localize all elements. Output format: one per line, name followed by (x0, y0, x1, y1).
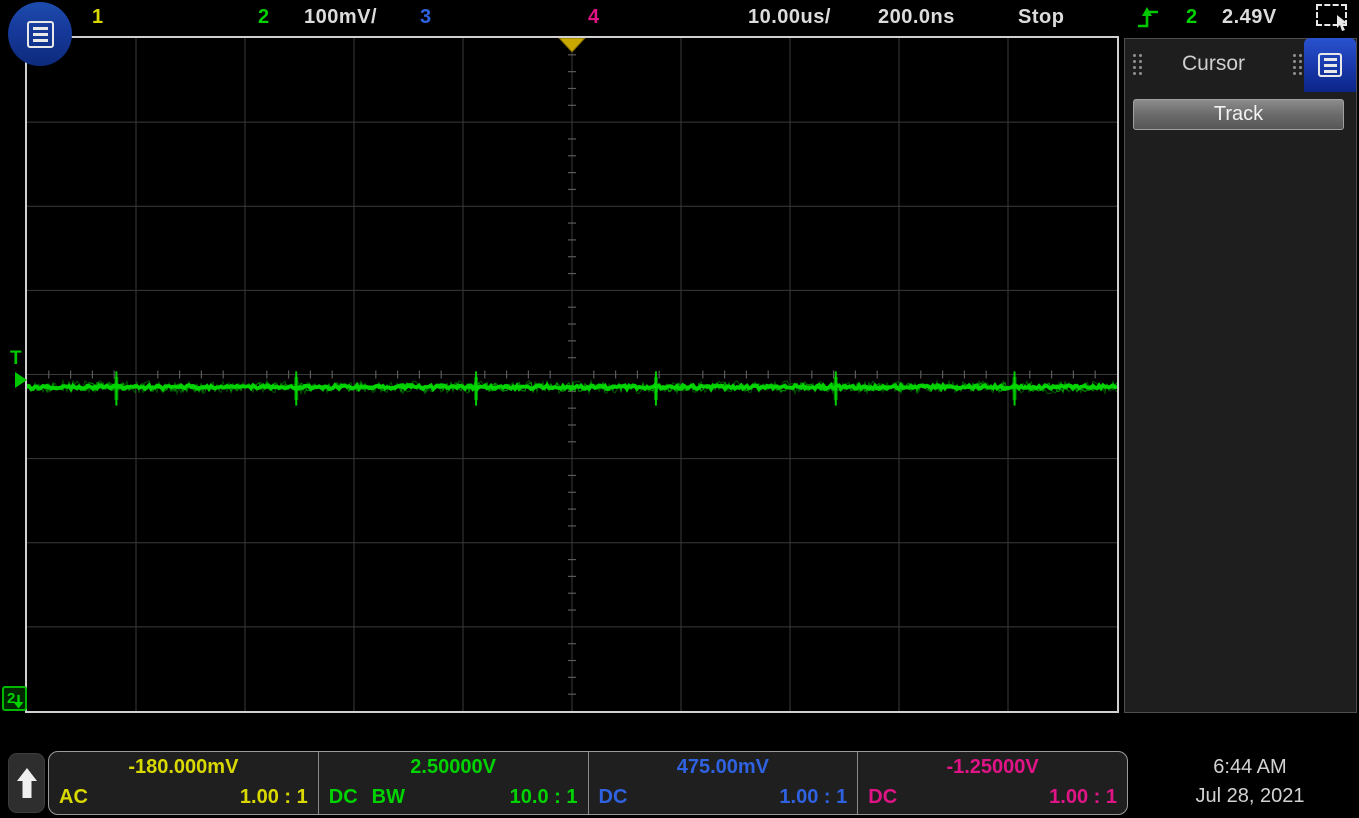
cursor-track-button[interactable]: Track (1133, 99, 1344, 130)
cursor-panel-header: Cursor (1125, 38, 1356, 92)
ground-marker-channel-number: 2 (7, 690, 16, 707)
channel-1-coupling: AC (59, 786, 88, 808)
main-menu-button[interactable] (8, 2, 72, 66)
channel-2-offset: 2.50000V (410, 756, 496, 778)
channel-2-ground-marker[interactable]: 2 (2, 686, 27, 711)
trigger-slope-rising-edge-icon[interactable] (1136, 4, 1160, 38)
channel-1-offset: -180.000mV (128, 756, 239, 778)
trigger-level-value[interactable]: 2.49V (1222, 6, 1277, 28)
top-status-bar: 1 2 100mV/ 3 4 10.00us/ 200.0ns Stop 2 2… (0, 0, 1359, 36)
trigger-level-marker[interactable] (15, 372, 27, 388)
channel-2-status-box[interactable]: 2.50000V DC BW 10.0 : 1 (317, 752, 588, 814)
channel-3-coupling: DC (598, 786, 628, 808)
graticule-and-waveform (27, 38, 1117, 711)
trigger-source[interactable]: 2 (1186, 6, 1198, 28)
channel-2-button[interactable]: 2 (258, 6, 270, 28)
time-display: 6:44 AM (1213, 756, 1287, 778)
delay-setting[interactable]: 200.0ns (878, 6, 955, 28)
cursor-panel-title: Cursor (1181, 52, 1245, 75)
scope-display (25, 36, 1119, 713)
trigger-position-marker[interactable] (558, 38, 586, 53)
channel-4-coupling: DC (868, 786, 898, 808)
channel-4-offset: -1.25000V (946, 756, 1039, 778)
channel-2-scale[interactable]: 100mV/ (304, 6, 378, 28)
cursor-panel-menu-button[interactable] (1304, 38, 1356, 92)
channel-1-status-box[interactable]: -180.000mV AC 1.00 : 1 (49, 752, 318, 814)
drag-grip-right-icon[interactable] (1293, 53, 1296, 57)
channel-2-bw-limit: BW (371, 786, 405, 808)
marquee-rect (1316, 4, 1347, 26)
bottom-status-bar: -180.000mV AC 1.00 : 1 2.50000V DC BW 10… (0, 713, 1359, 818)
channel-1-probe-ratio: 1.00 : 1 (239, 786, 308, 808)
channel-status-strip: -180.000mV AC 1.00 : 1 2.50000V DC BW 10… (48, 751, 1128, 815)
timebase-setting[interactable]: 10.00us/ (748, 6, 831, 28)
expand-panel-button[interactable] (8, 753, 45, 813)
channel-3-button[interactable]: 3 (420, 6, 432, 28)
menu-icon (26, 20, 54, 48)
channel-1-button[interactable]: 1 (92, 6, 104, 28)
channel-4-status-box[interactable]: -1.25000V DC 1.00 : 1 (857, 752, 1127, 814)
channel-3-probe-ratio: 1.00 : 1 (779, 786, 848, 808)
arrow-down-icon (13, 695, 24, 709)
channel-3-offset: 475.00mV (676, 756, 770, 778)
cursor-panel: Cursor Track (1124, 38, 1357, 713)
channel-2-coupling: DC (328, 786, 358, 808)
arrow-up-icon (16, 768, 37, 798)
date-display: Jul 28, 2021 (1195, 785, 1305, 807)
trigger-level-marker-label: T (10, 348, 22, 369)
menu-icon (1318, 53, 1342, 77)
drag-grip-left-icon[interactable] (1133, 53, 1136, 57)
channel-4-probe-ratio: 1.00 : 1 (1049, 786, 1117, 808)
run-state-indicator[interactable]: Stop (1018, 6, 1065, 28)
channel-2-probe-ratio: 10.0 : 1 (509, 786, 578, 808)
channel-3-status-box[interactable]: 475.00mV DC 1.00 : 1 (587, 752, 858, 814)
clock: 6:44 AM Jul 28, 2021 (1150, 753, 1350, 811)
channel-4-button[interactable]: 4 (588, 6, 600, 28)
selection-marquee-icon[interactable] (1316, 4, 1354, 31)
cursor-arrow-icon (1337, 15, 1347, 31)
